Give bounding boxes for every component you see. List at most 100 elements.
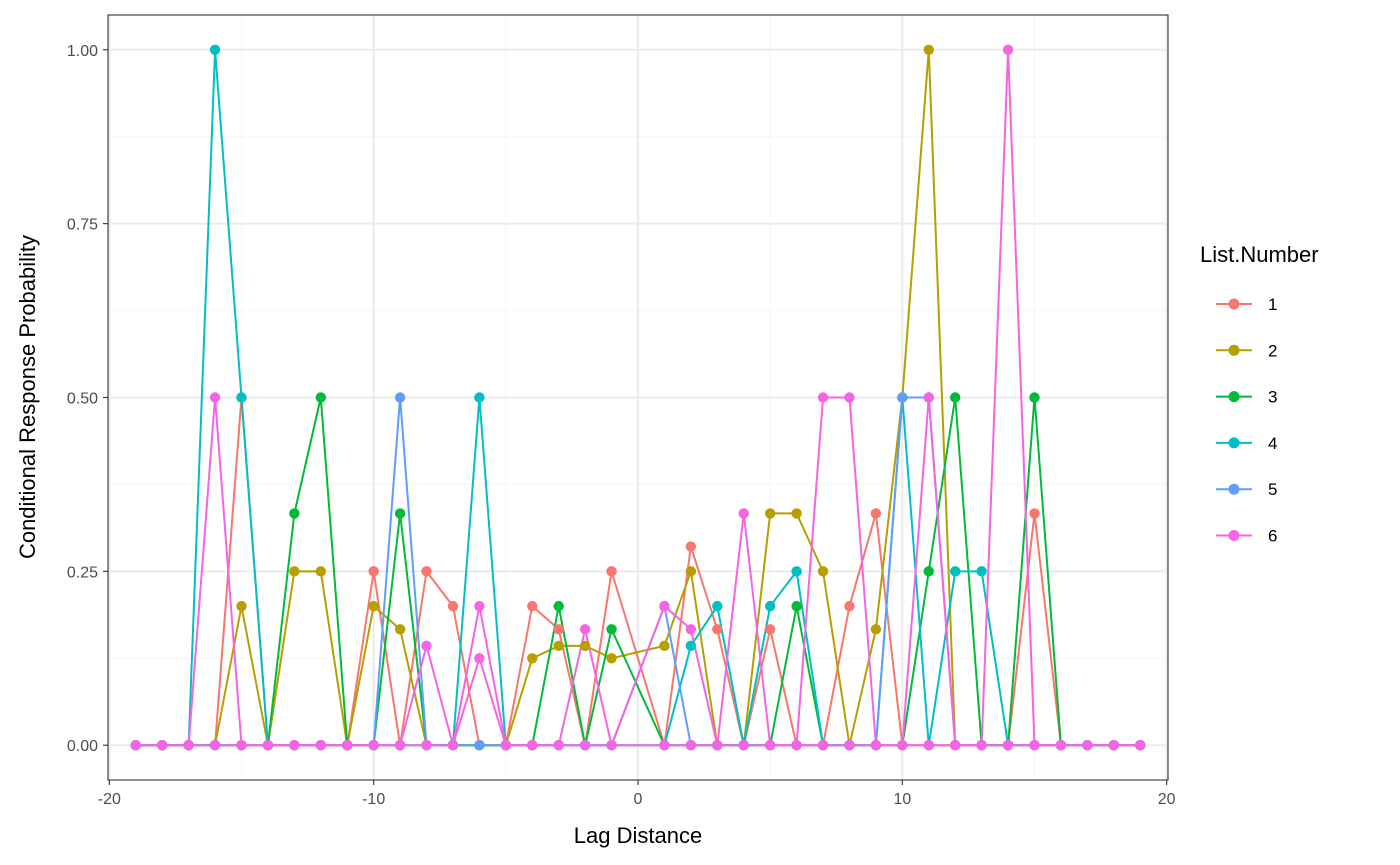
data-point bbox=[289, 566, 300, 577]
data-point bbox=[474, 392, 485, 403]
data-point bbox=[553, 640, 564, 652]
data-point bbox=[236, 392, 247, 403]
data-point bbox=[950, 392, 961, 403]
data-point bbox=[553, 740, 564, 751]
data-point bbox=[553, 624, 564, 635]
data-point bbox=[315, 392, 326, 403]
data-point bbox=[764, 600, 776, 612]
data-point bbox=[236, 740, 247, 751]
data-point bbox=[421, 566, 432, 577]
data-point bbox=[923, 44, 934, 55]
legend-title: List.Number bbox=[1200, 242, 1319, 267]
x-axis-title: Lag Distance bbox=[574, 823, 702, 848]
data-point bbox=[474, 740, 485, 751]
data-point bbox=[315, 566, 326, 577]
data-point bbox=[579, 740, 591, 751]
data-point bbox=[817, 740, 829, 751]
data-point bbox=[1029, 740, 1040, 751]
data-point bbox=[394, 624, 406, 635]
data-point bbox=[712, 624, 723, 635]
data-point bbox=[685, 740, 697, 751]
legend-label: 2 bbox=[1268, 341, 1277, 360]
legend-key-point bbox=[1228, 437, 1240, 449]
data-point bbox=[527, 740, 538, 751]
data-point bbox=[527, 653, 538, 664]
data-point bbox=[897, 740, 908, 751]
data-point bbox=[421, 740, 432, 751]
y-axis-ticks: 0.00 0.25 0.50 0.75 1.00 bbox=[67, 43, 108, 755]
y-tick-label: 0.00 bbox=[67, 738, 98, 755]
data-point bbox=[315, 740, 326, 751]
x-tick-label: 0 bbox=[634, 791, 643, 808]
data-point bbox=[209, 392, 221, 403]
data-point bbox=[685, 566, 697, 577]
y-tick-label: 1.00 bbox=[67, 43, 98, 60]
data-point bbox=[606, 624, 617, 635]
data-point bbox=[474, 653, 485, 664]
legend-label: 3 bbox=[1268, 388, 1277, 407]
data-point bbox=[738, 740, 749, 751]
y-axis-title: Conditional Response Probability bbox=[15, 235, 40, 559]
legend-label: 5 bbox=[1268, 480, 1277, 499]
data-point bbox=[844, 740, 855, 751]
data-point bbox=[447, 740, 459, 751]
data-point bbox=[870, 740, 882, 751]
legend-key-point bbox=[1228, 344, 1240, 356]
data-point bbox=[1029, 508, 1040, 519]
data-point bbox=[606, 653, 617, 664]
data-point bbox=[870, 508, 882, 519]
data-point bbox=[1135, 740, 1146, 751]
data-point bbox=[923, 392, 934, 403]
data-point bbox=[579, 640, 591, 652]
data-point bbox=[844, 392, 855, 403]
data-point bbox=[791, 566, 802, 577]
data-point bbox=[817, 392, 829, 403]
data-point bbox=[923, 740, 934, 751]
data-point bbox=[394, 508, 406, 519]
data-point bbox=[1029, 392, 1040, 403]
x-axis-ticks: -20 -10 0 10 20 bbox=[98, 780, 1176, 808]
data-point bbox=[791, 740, 802, 751]
data-point bbox=[553, 600, 564, 612]
data-point bbox=[447, 600, 459, 612]
data-point bbox=[342, 740, 353, 751]
data-point bbox=[474, 600, 485, 612]
data-point bbox=[950, 566, 961, 577]
data-point bbox=[685, 624, 697, 635]
data-point bbox=[289, 740, 300, 751]
data-point bbox=[156, 740, 168, 751]
data-point bbox=[368, 566, 379, 577]
data-point bbox=[1002, 740, 1014, 751]
data-point bbox=[289, 508, 300, 519]
legend-key-point bbox=[1228, 391, 1240, 403]
legend: List.Number 1 2 3 4 5 6 bbox=[1200, 242, 1319, 546]
data-point bbox=[130, 740, 141, 751]
data-point bbox=[1108, 740, 1120, 751]
data-point bbox=[606, 740, 617, 751]
data-point bbox=[368, 600, 379, 612]
data-point bbox=[685, 640, 697, 652]
legend-key-point bbox=[1228, 298, 1240, 310]
data-point bbox=[579, 624, 591, 635]
data-point bbox=[844, 600, 855, 612]
y-tick-label: 0.75 bbox=[67, 217, 98, 234]
data-point bbox=[712, 740, 723, 751]
data-point bbox=[394, 740, 406, 751]
data-point bbox=[976, 740, 987, 751]
legend-key-point bbox=[1228, 530, 1240, 541]
data-point bbox=[236, 600, 247, 612]
data-point bbox=[421, 640, 432, 652]
legend-label: 1 bbox=[1268, 295, 1277, 314]
series-line-3 bbox=[135, 396, 1141, 747]
data-point bbox=[950, 740, 961, 751]
x-tick-label: -10 bbox=[362, 791, 385, 808]
data-point bbox=[738, 508, 749, 519]
data-point bbox=[764, 624, 776, 635]
data-point bbox=[976, 566, 987, 577]
data-point bbox=[923, 566, 934, 577]
data-point bbox=[659, 640, 670, 652]
data-point bbox=[1082, 740, 1093, 751]
legend-key-point bbox=[1228, 483, 1240, 495]
x-tick-label: -20 bbox=[98, 791, 121, 808]
